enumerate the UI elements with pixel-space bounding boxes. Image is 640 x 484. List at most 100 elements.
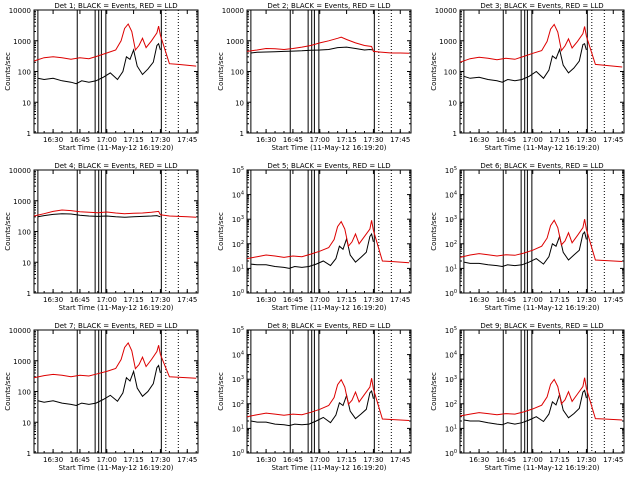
x-tick-label: 17:00 <box>310 136 330 144</box>
lld-series-line <box>459 219 623 262</box>
y-tick-label: 10000 <box>435 7 457 15</box>
y-tick-label: 1 <box>240 130 244 138</box>
y-tick-label: 105 <box>232 166 244 175</box>
x-tick-label: 17:45 <box>390 456 410 464</box>
y-tick-exponent: 4 <box>241 351 244 357</box>
x-tick-label: 17:15 <box>124 456 144 464</box>
y-tick-label: 101 <box>445 424 457 433</box>
y-tick-exponent: 4 <box>241 191 244 197</box>
chart-title: Det 9; BLACK = Events, RED = LLD <box>480 322 603 330</box>
x-tick-label: 17:15 <box>124 136 144 144</box>
y-tick-exponent: 5 <box>454 326 457 332</box>
y-tick-label: 1000 <box>13 38 31 46</box>
plot-frame <box>246 9 412 134</box>
y-tick-exponent: 1 <box>241 424 244 430</box>
x-tick-label: 16:30 <box>43 136 63 144</box>
y-tick-label: 100 <box>231 69 244 77</box>
x-tick-label: 17:45 <box>390 136 410 144</box>
events-series-line <box>250 46 374 54</box>
y-tick-label: 10000 <box>9 167 31 175</box>
x-tick-label: 16:30 <box>256 296 276 304</box>
y-tick-exponent: 0 <box>454 289 457 295</box>
x-tick-label: 16:45 <box>283 456 303 464</box>
y-tick-label: 101 <box>232 424 244 433</box>
y-tick-exponent: 3 <box>454 215 457 221</box>
y-tick-exponent: 5 <box>241 326 244 332</box>
x-axis-label: Start Time (11-May-12 16:19:20) <box>484 464 599 472</box>
lld-series-line <box>246 36 410 54</box>
x-tick-label: 16:45 <box>70 456 90 464</box>
x-tick-label: 16:30 <box>469 296 489 304</box>
x-tick-label: 17:00 <box>310 296 330 304</box>
y-axis-label: Counts/sec <box>217 212 225 251</box>
y-axis-label: Counts/sec <box>4 372 12 411</box>
lld-series-line <box>33 209 197 218</box>
x-tick-label: 16:45 <box>283 136 303 144</box>
x-axis-label: Start Time (11-May-12 16:19:20) <box>58 304 173 312</box>
y-tick-exponent: 1 <box>241 264 244 270</box>
lld-series-line <box>33 341 197 379</box>
y-tick-label: 103 <box>445 215 457 224</box>
x-tick-label: 17:30 <box>363 456 383 464</box>
y-tick-exponent: 4 <box>454 191 457 197</box>
x-tick-label: 17:30 <box>363 136 383 144</box>
y-tick-exponent: 0 <box>454 449 457 455</box>
chart-svg: Det 6; BLACK = Events, RED = LLD10010110… <box>430 162 625 312</box>
events-series-line <box>37 42 161 85</box>
chart-title: Det 8; BLACK = Events, RED = LLD <box>267 322 390 330</box>
lld-series-line <box>246 378 410 421</box>
y-tick-exponent: 3 <box>454 375 457 381</box>
x-axis-label: Start Time (11-May-12 16:19:20) <box>271 464 386 472</box>
y-tick-label: 104 <box>232 351 244 360</box>
chart-title: Det 1; BLACK = Events, RED = LLD <box>54 2 177 10</box>
chart-svg: Det 2; BLACK = Events, RED = LLD 1 10 100 10… <box>217 2 412 152</box>
detector-panel: Det 6; BLACK = Events, RED = LLD 100 101 10… <box>426 160 639 320</box>
y-axis-label: Counts/sec <box>4 52 12 91</box>
x-tick-label: 17:30 <box>576 456 596 464</box>
y-tick-label: 100 <box>445 449 457 458</box>
x-tick-label: 17:15 <box>550 136 570 144</box>
y-tick-label: 100 <box>232 289 244 298</box>
events-series-line <box>37 364 161 407</box>
x-tick-label: 17:45 <box>603 456 623 464</box>
x-axis-label: Start Time (11-May-12 16:19:20) <box>271 144 386 152</box>
y-axis-label: Counts/sec <box>217 372 225 411</box>
x-tick-label: 17:45 <box>177 296 197 304</box>
plot-frame <box>33 329 199 454</box>
y-tick-label: 1 <box>27 290 31 298</box>
y-tick-label: 10000 <box>9 327 31 335</box>
events-series-line <box>463 42 587 83</box>
y-tick-exponent: 2 <box>454 400 457 406</box>
y-tick-exponent: 2 <box>454 240 457 246</box>
y-tick-exponent: 0 <box>241 289 244 295</box>
y-tick-label: 1000 <box>13 358 31 366</box>
plot-frame <box>246 329 412 454</box>
chart-svg: Det 3; BLACK = Events, RED = LLD 1 10 100 10… <box>430 2 625 152</box>
chart-title: Det 7; BLACK = Events, RED = LLD <box>54 322 177 330</box>
y-tick-label: 102 <box>232 240 244 249</box>
x-axis-label: Start Time (11-May-12 16:19:20) <box>58 144 173 152</box>
events-series-line <box>250 389 374 427</box>
y-tick-exponent: 3 <box>241 375 244 381</box>
x-tick-label: 17:15 <box>124 296 144 304</box>
x-tick-label: 16:30 <box>256 136 276 144</box>
x-tick-label: 17:00 <box>523 136 543 144</box>
x-tick-label: 17:00 <box>97 456 117 464</box>
detector-panel: Det 8; BLACK = Events, RED = LLD 100 101 10… <box>213 320 426 480</box>
y-tick-label: 102 <box>232 400 244 409</box>
events-series-line <box>37 213 161 218</box>
events-series-line <box>463 231 587 268</box>
y-tick-label: 100 <box>18 229 31 237</box>
x-tick-label: 16:30 <box>43 296 63 304</box>
chart-title: Det 3; BLACK = Events, RED = LLD <box>480 2 603 10</box>
x-tick-label: 17:00 <box>310 456 330 464</box>
y-tick-label: 101 <box>232 264 244 273</box>
detector-panel: Det 4; BLACK = Events, RED = LLD 1 10 100 10… <box>0 160 213 320</box>
y-tick-exponent: 3 <box>241 215 244 221</box>
plot-frame <box>459 9 625 134</box>
y-tick-label: 102 <box>445 400 457 409</box>
y-tick-label: 104 <box>232 191 244 200</box>
y-tick-label: 1000 <box>226 38 244 46</box>
y-tick-label: 10000 <box>9 7 31 15</box>
